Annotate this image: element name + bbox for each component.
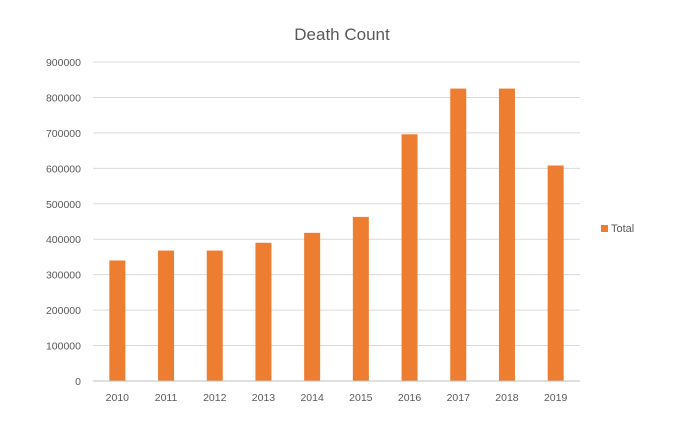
y-tick-label: 100000: [46, 341, 81, 353]
y-tick-label: 400000: [46, 234, 81, 246]
y-tick-label: 700000: [46, 128, 81, 140]
bar-2015: [352, 216, 369, 381]
x-tick-label: 2019: [544, 392, 568, 404]
x-tick-label: 2012: [203, 392, 227, 404]
legend-label-total: Total: [611, 223, 634, 235]
y-tick-label: 0: [75, 376, 81, 388]
x-tick-label: 2017: [447, 392, 471, 404]
x-tick-label: 2011: [155, 392, 178, 404]
bar-2019: [547, 165, 564, 381]
legend-swatch-total: [601, 225, 608, 232]
x-tick-label: 2010: [106, 392, 130, 404]
bar-2011: [158, 250, 175, 381]
y-tick-label: 500000: [46, 199, 81, 211]
x-tick-label: 2015: [349, 392, 373, 404]
x-tick-label: 2014: [300, 392, 324, 404]
y-axis-ticks: 0 100000 200000 300000 400000 500000 600000 700…: [46, 57, 81, 388]
x-tick-label: 2013: [252, 392, 276, 404]
y-tick-label: 800000: [46, 92, 81, 104]
chart-title: Death Count: [294, 25, 390, 44]
legend: Total: [601, 223, 634, 235]
bars: [109, 88, 564, 381]
x-tick-label: 2016: [398, 392, 422, 404]
bar-2016: [401, 134, 418, 381]
bar-2010: [109, 260, 126, 381]
bar-2014: [304, 232, 321, 381]
gridlines: [93, 61, 580, 347]
bar-2017: [450, 88, 467, 381]
x-tick-label: 2018: [495, 392, 519, 404]
bar-2018: [498, 88, 515, 381]
y-tick-label: 600000: [46, 163, 81, 175]
y-tick-label: 900000: [46, 57, 81, 69]
y-tick-label: 300000: [46, 270, 81, 282]
y-tick-label: 200000: [46, 305, 81, 317]
bar-2012: [206, 250, 223, 381]
x-axis-ticks: 2010 2011 2012 2013 2014 2015 2016 2017 2018 2019: [106, 392, 568, 404]
bar-2013: [255, 242, 272, 381]
